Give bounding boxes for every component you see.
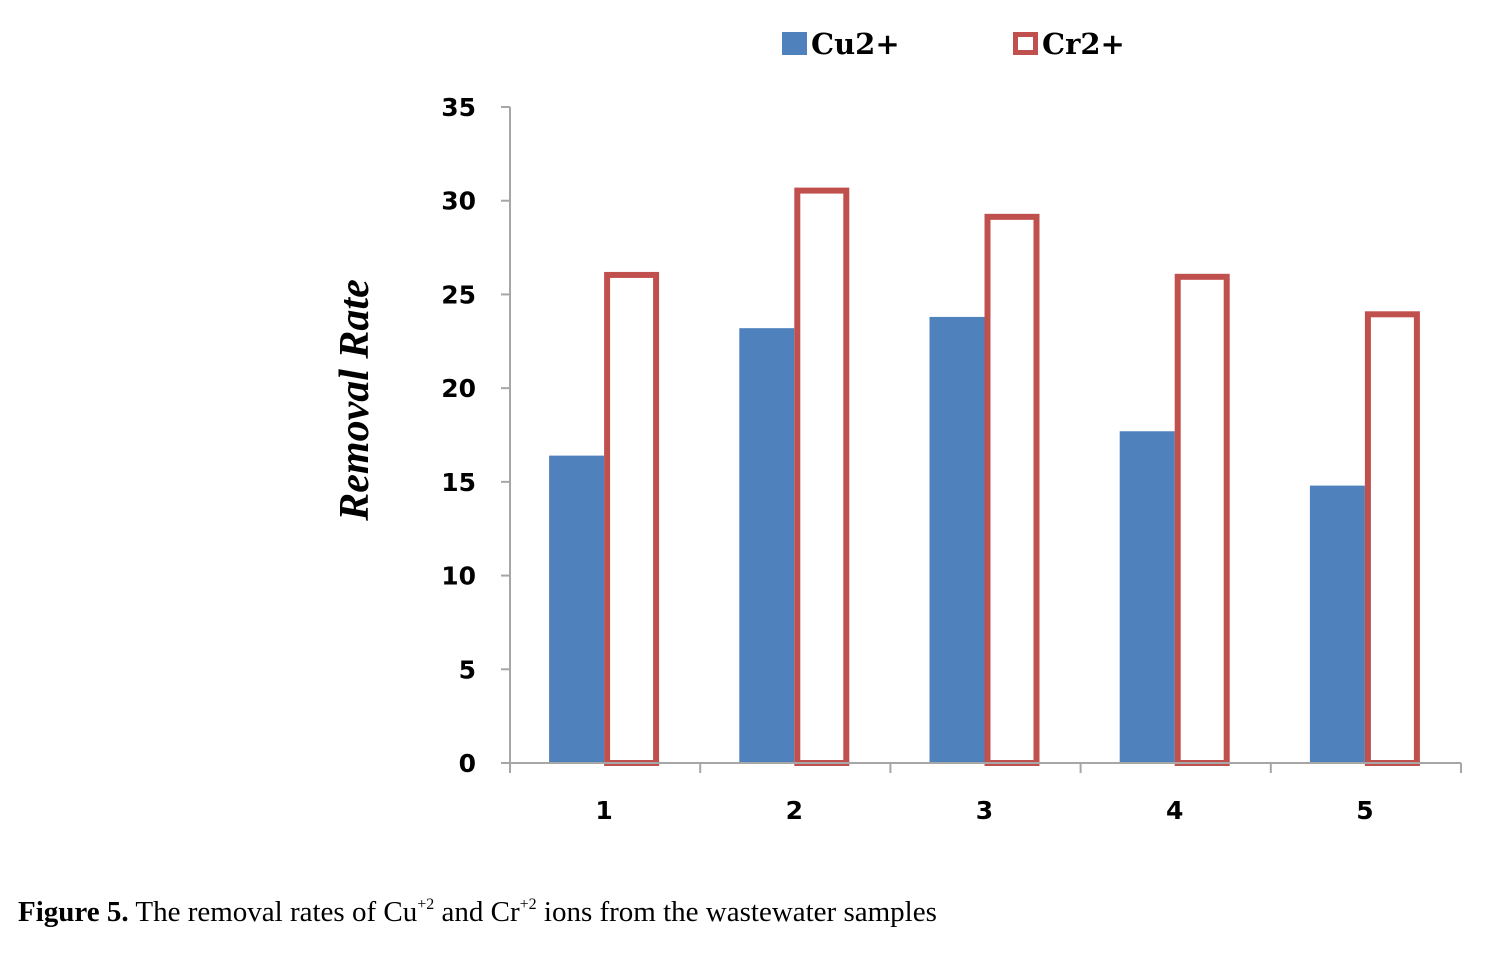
y-tick-label: 35 (441, 93, 476, 122)
bar-cr2-3 (984, 213, 1040, 766)
bar-cr2-1 (604, 271, 660, 766)
legend-label-1: Cu2+ (811, 27, 900, 61)
bar-cu2-1 (549, 455, 605, 763)
bar-cu2-4 (1119, 431, 1175, 763)
bar-cr2-2 (794, 187, 850, 766)
y-axis-ticks: 0 5 10 15 20 25 30 35 (441, 93, 510, 778)
y-tick-label: 0 (459, 749, 476, 778)
caption-text-after: ions from the wastewater samples (543, 896, 937, 928)
y-tick-label: 25 (441, 280, 476, 309)
caption-text-before: The removal rates of Cu (135, 896, 418, 928)
y-tick-label: 15 (441, 468, 476, 497)
caption-sup-1: +2 (417, 896, 435, 913)
y-axis-label: Removal Rate (332, 279, 378, 521)
x-tick-label: 2 (786, 796, 803, 825)
caption-sup-2: +2 (519, 896, 537, 913)
bar-cu2-5 (1309, 485, 1365, 763)
bar-cu2-3 (929, 316, 985, 763)
y-tick-label: 10 (441, 562, 476, 591)
x-tick-label: 3 (976, 796, 993, 825)
y-tick-label: 20 (441, 374, 476, 403)
x-tick-label: 4 (1166, 796, 1183, 825)
legend-swatch-2 (1013, 32, 1038, 55)
bars (549, 187, 1420, 766)
x-tick-label: 1 (595, 796, 612, 825)
figure-caption: Figure 5. The removal rates of Cu+2 and … (18, 896, 937, 929)
caption-label: Figure 5. (18, 896, 129, 928)
bar-cr2-5 (1364, 311, 1420, 766)
y-tick-label: 5 (459, 655, 476, 684)
caption-text-middle: and Cr (441, 896, 520, 928)
legend-label-2: Cr2+ (1042, 27, 1125, 61)
bar-cu2-2 (739, 328, 795, 763)
legend-swatch-1 (782, 32, 807, 55)
y-tick-label: 30 (441, 187, 476, 216)
legend: Cu2+ Cr2+ (782, 27, 1125, 61)
bar-cr2-4 (1174, 273, 1230, 766)
x-tick-label: 5 (1356, 796, 1373, 825)
axes (509, 107, 1461, 764)
x-axis-ticks: 1 2 3 4 5 (509, 763, 1462, 825)
